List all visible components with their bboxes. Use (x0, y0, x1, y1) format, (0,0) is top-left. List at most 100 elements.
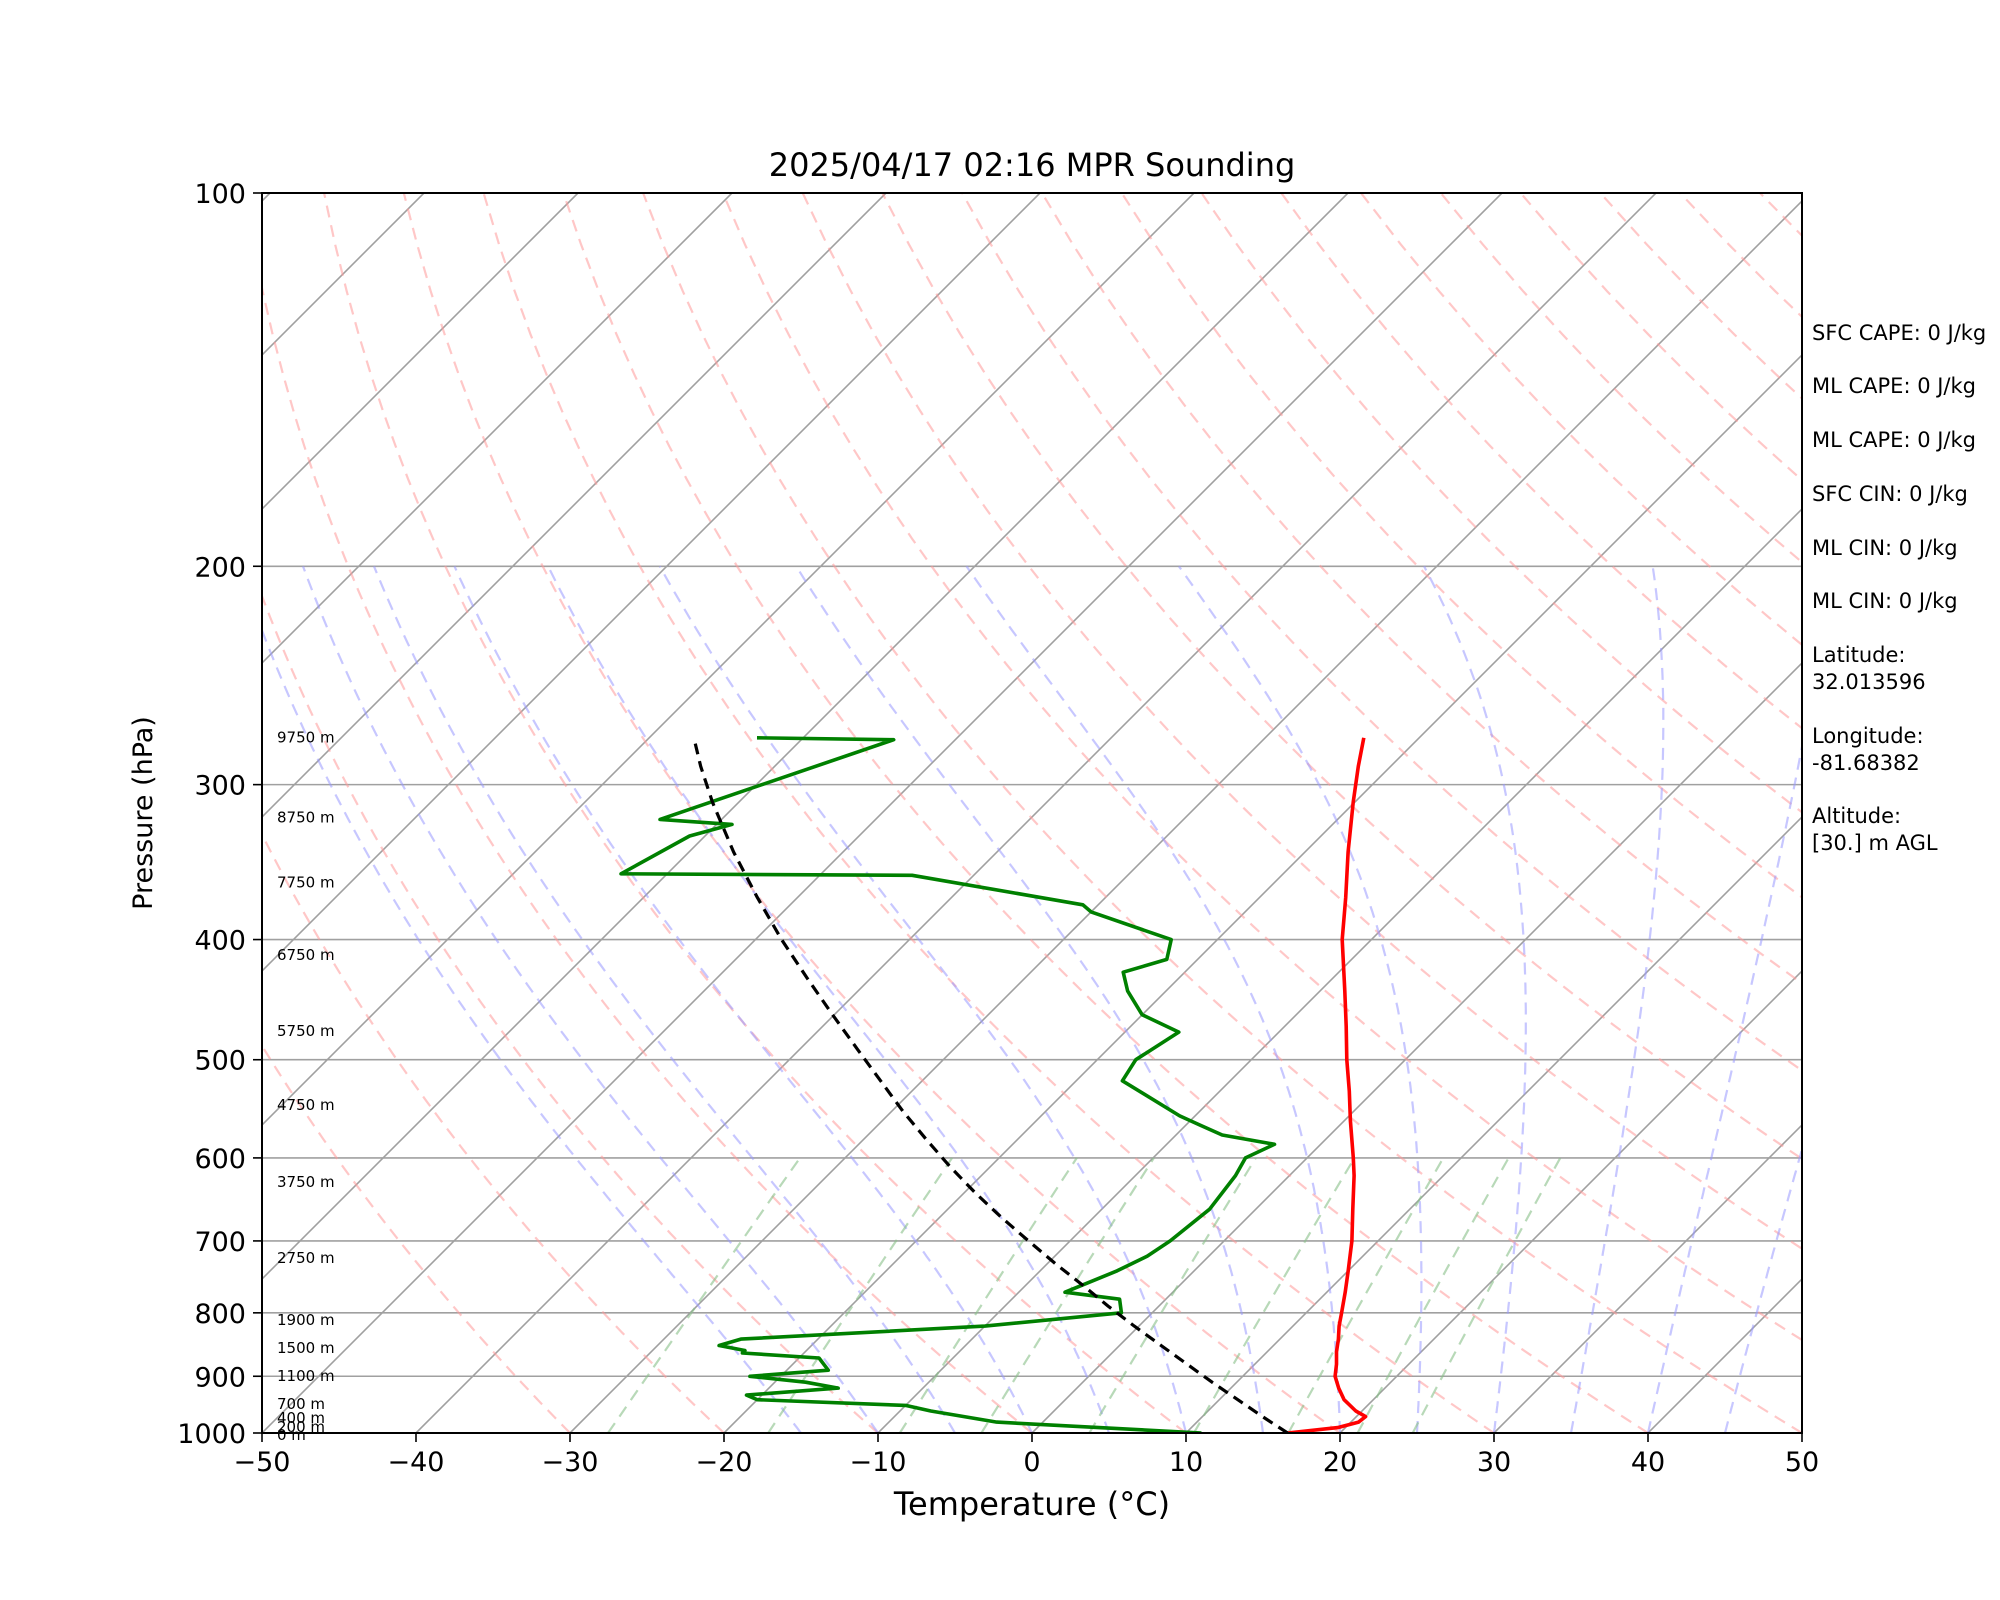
height-label: 1500 m (277, 1339, 335, 1357)
isotherm-line (262, 193, 733, 665)
x-tick-label: 30 (1477, 1447, 1511, 1478)
height-label: 0 m (277, 1426, 306, 1444)
height-label: 3750 m (277, 1173, 335, 1191)
y-tick-label: 300 (194, 771, 246, 802)
plot-frame (261, 192, 1803, 1434)
latitude-value: 32.013596 (1812, 670, 1926, 694)
dry-adiabat-line (1120, 193, 1802, 899)
x-tick-label: 10 (1169, 1447, 1203, 1478)
dry-adiabat-line (402, 193, 1341, 1433)
height-label: 2750 m (277, 1249, 335, 1267)
sounding-profiles (619, 736, 1368, 1433)
isotherm-line (1339, 969, 1802, 1433)
x-tick-label: −10 (850, 1447, 907, 1478)
x-axis-label: Temperature (°C) (893, 1485, 1170, 1523)
y-tick-label: 1000 (177, 1419, 246, 1450)
isotherm-line (0, 193, 116, 1433)
moist-adiabat-line (547, 565, 1111, 1433)
height-labels: 9750 m 8750 m 7750 m 6750 m 5750 m 4750 m 3750… (277, 729, 335, 1444)
dry-adiabat-line (482, 193, 1495, 1433)
longitude-label: Longitude: (1812, 724, 1924, 748)
moist-adiabat-line (965, 565, 1342, 1433)
isotherm-line (262, 193, 887, 819)
stat-ml-cape-2: ML CAPE: 0 J/kg (1812, 428, 1976, 452)
height-label: 6750 m (277, 946, 335, 964)
moist-adiabat-line (1178, 565, 1423, 1433)
stat-sfc-cin: SFC CIN: 0 J/kg (1812, 482, 1968, 506)
dry-adiabat-line (262, 282, 1033, 1433)
dry-adiabat-line (562, 193, 1649, 1433)
isotherm-line (262, 193, 1195, 1127)
dry-adiabat-line (323, 193, 1187, 1433)
altitude-value: [30.] m AGL (1812, 831, 1938, 855)
mixing-ratio-line (1192, 1157, 1356, 1433)
height-label: 8750 m (277, 808, 335, 826)
stat-ml-cape: ML CAPE: 0 J/kg (1812, 374, 1976, 398)
mixing-ratio-line (1088, 1157, 1257, 1433)
x-tick-label: −50 (234, 1447, 291, 1478)
stats-panel: SFC CAPE: 0 J/kg ML CAPE: 0 J/kg ML CAPE… (1812, 321, 1986, 855)
dry-adiabat-line (1280, 193, 1802, 730)
moist-adiabat-line (372, 565, 956, 1433)
mixing-ratio-line (1356, 1157, 1510, 1433)
x-tick-label: −20 (696, 1447, 753, 1478)
moist-adiabat-line (658, 565, 1188, 1433)
dry-adiabat-line (262, 593, 879, 1433)
height-label: 7750 m (277, 873, 335, 891)
isotherm-line (877, 507, 1802, 1433)
isotherm-line (1493, 1123, 1802, 1433)
isotherm-line (569, 199, 1802, 1433)
x-tick-label: 20 (1323, 1447, 1357, 1478)
temperature-profile-line (1287, 737, 1368, 1433)
stat-sfc-cape: SFC CAPE: 0 J/kg (1812, 321, 1986, 345)
moist-adiabat-line (1646, 741, 1802, 1433)
height-label: 400 m (277, 1409, 325, 1427)
moist-adiabat-line (301, 565, 879, 1433)
y-tick-label: 800 (194, 1299, 246, 1330)
mixing-ratio-line (1287, 1157, 1445, 1433)
dry-adiabat-line (642, 193, 1802, 1433)
stat-ml-cin: ML CIN: 0 J/kg (1812, 536, 1958, 560)
x-tick-label: 50 (1785, 1447, 1819, 1478)
dry-adiabat-line (721, 193, 1802, 1342)
isotherm-line (1185, 815, 1802, 1433)
y-tick-label: 200 (194, 552, 246, 583)
parcel-profile-line (692, 737, 1289, 1433)
y-tick-label: 900 (194, 1362, 246, 1393)
y-axis-ticks: 1000 900 800 700 600 500 400 300 200 100 (177, 179, 262, 1450)
moist-adiabat-line (1423, 565, 1527, 1433)
dry-adiabat-line (1200, 193, 1802, 814)
dry-adiabat-line (262, 1043, 571, 1433)
height-label: 1900 m (277, 1311, 335, 1329)
latitude-label: Latitude: (1812, 643, 1906, 667)
dry-adiabat-line (881, 193, 1802, 1161)
isotherm-line (262, 193, 1503, 1433)
moist-adiabat-line (795, 565, 1265, 1433)
moist-adiabat-line (262, 627, 802, 1433)
x-tick-label: 40 (1631, 1447, 1665, 1478)
moist-adiabat-line (1723, 1145, 1802, 1433)
y-tick-label: 600 (194, 1144, 246, 1175)
y-tick-label: 100 (194, 179, 246, 210)
x-tick-label: −40 (388, 1447, 445, 1478)
moist-adiabat-line (453, 565, 1033, 1433)
y-tick-label: 500 (194, 1046, 246, 1077)
dry-adiabat-line (262, 832, 725, 1433)
height-label: 200 m (277, 1418, 325, 1436)
dry-adiabat-line (1041, 193, 1802, 985)
x-tick-label: −30 (542, 1447, 599, 1478)
longitude-value: -81.68382 (1812, 751, 1920, 775)
dry-adiabat-line (801, 193, 1802, 1251)
chart-title: 2025/04/17 02:16 MPR Sounding (769, 146, 1296, 184)
y-axis-label: Pressure (hPa) (128, 716, 159, 910)
mixing-ratio-line (767, 1157, 954, 1433)
x-axis-ticks: −50 −40 −30 −20 −10 0 10 20 30 40 50 (234, 1433, 1819, 1478)
y-tick-label: 400 (194, 926, 246, 957)
isotherm-line (723, 353, 1802, 1433)
height-label: 700 m (277, 1395, 325, 1413)
height-label: 5750 m (277, 1022, 335, 1040)
height-label: 4750 m (277, 1096, 335, 1114)
mixing-ratio-line (898, 1157, 1078, 1433)
mixing-ratio-line (607, 1157, 801, 1433)
